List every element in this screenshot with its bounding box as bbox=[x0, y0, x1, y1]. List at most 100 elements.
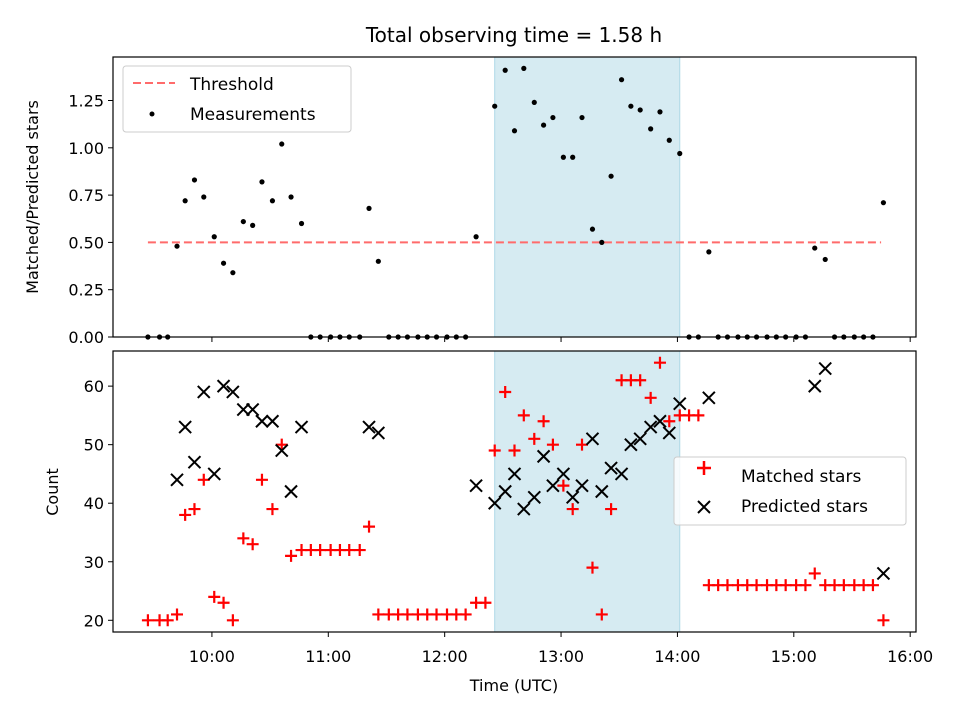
measurement-point bbox=[211, 234, 217, 240]
measurement-point bbox=[375, 258, 381, 264]
predicted-star-marker bbox=[876, 566, 891, 581]
matched-star-marker bbox=[171, 608, 184, 621]
predicted-star-marker bbox=[517, 502, 531, 516]
measurement-point bbox=[201, 194, 207, 200]
matched-star-marker bbox=[314, 544, 327, 557]
matched-star-marker bbox=[179, 508, 192, 521]
bottom-y-tick-label: 30 bbox=[84, 553, 104, 572]
matched-star-marker bbox=[644, 391, 657, 404]
predicted-star-marker bbox=[275, 443, 289, 458]
matched-star-marker bbox=[799, 579, 812, 592]
predicted-star-marker bbox=[187, 455, 202, 469]
measurement-point bbox=[174, 243, 180, 249]
matched-star-marker bbox=[255, 473, 268, 486]
legend-threshold-label: Threshold bbox=[189, 75, 274, 95]
measurement-point bbox=[812, 245, 818, 251]
predicted-star-marker bbox=[362, 420, 376, 434]
matched-star-marker bbox=[837, 579, 850, 592]
predicted-star-marker bbox=[808, 379, 822, 393]
bottom-y-axis-label: Count bbox=[43, 468, 62, 516]
predicted-star-marker bbox=[585, 432, 600, 446]
matched-star-marker bbox=[343, 544, 356, 557]
matched-star-marker bbox=[401, 608, 414, 621]
matched-star-marker bbox=[653, 356, 666, 369]
top-plot-frame bbox=[112, 56, 917, 338]
bottom-legend-box bbox=[673, 456, 907, 526]
matched-star-marker bbox=[488, 444, 501, 457]
matched-star-marker bbox=[575, 438, 588, 451]
measurement-point bbox=[550, 114, 556, 121]
predicted-star-marker bbox=[633, 432, 647, 446]
matched-star-marker bbox=[246, 538, 259, 551]
matched-star-marker bbox=[663, 415, 676, 428]
matched-star-marker bbox=[779, 579, 792, 592]
measurement-point bbox=[220, 260, 227, 266]
predicted-star-marker bbox=[294, 420, 309, 434]
matched-star-marker bbox=[141, 614, 154, 627]
matched-star-marker bbox=[208, 590, 221, 603]
measurement-point bbox=[657, 109, 663, 115]
top-y-tick-label: 0.50 bbox=[68, 233, 104, 252]
predicted-stars-layer bbox=[170, 361, 891, 581]
predicted-star-marker bbox=[624, 437, 638, 452]
predicted-star-marker bbox=[371, 426, 386, 440]
bottom-y-tick-label: 40 bbox=[84, 494, 104, 513]
predicted-star-marker bbox=[527, 490, 541, 505]
matched-star-marker bbox=[459, 608, 472, 621]
matched-star-marker bbox=[237, 532, 250, 545]
top-y-tick-label: 0.25 bbox=[68, 281, 104, 300]
measurement-point bbox=[706, 249, 712, 255]
measurement-point bbox=[637, 107, 643, 113]
top-x-ticks bbox=[211, 337, 911, 342]
bottom-x-tick-label: 13:00 bbox=[538, 647, 584, 666]
matched-star-marker bbox=[595, 608, 608, 621]
measurement-point bbox=[822, 256, 828, 263]
matched-star-marker bbox=[586, 561, 599, 574]
measurement-point bbox=[608, 173, 614, 179]
measurement-point bbox=[250, 222, 256, 228]
matched-star-marker bbox=[188, 503, 201, 516]
matched-star-marker bbox=[546, 438, 559, 451]
top-observing-window-layer bbox=[494, 56, 681, 338]
predicted-star-marker bbox=[662, 426, 676, 440]
matched-star-marker bbox=[372, 608, 385, 621]
measurement-point bbox=[521, 65, 527, 71]
matched-star-marker bbox=[528, 432, 541, 445]
predicted-star-marker bbox=[702, 391, 716, 405]
legend-measurements-marker bbox=[149, 111, 155, 117]
matched-stars-layer bbox=[141, 356, 890, 627]
measurement-point bbox=[531, 99, 537, 106]
ratio-panel: 0.00 0.25 0.50 0.75 1.00 1.25 Matched/Predict… bbox=[23, 56, 917, 347]
measurement-point bbox=[269, 198, 276, 204]
top-y-tick-label: 1.00 bbox=[68, 139, 104, 158]
bottom-x-tick-label: 16:00 bbox=[887, 647, 933, 666]
top-y-tick-label: 0.75 bbox=[68, 186, 104, 205]
measurement-point bbox=[599, 239, 605, 246]
matched-star-marker bbox=[866, 579, 879, 592]
bottom-x-tick-label: 10:00 bbox=[189, 647, 235, 666]
top-legend: Threshold Measurements bbox=[122, 65, 352, 133]
bottom-y-tick-label: 50 bbox=[84, 436, 104, 455]
measurement-point bbox=[259, 179, 265, 185]
measurement-point bbox=[298, 220, 305, 227]
bottom-x-axis: 10:00 11:00 12:00 13:00 14:00 15:00 16:00 bbox=[189, 632, 933, 666]
bottom-y-axis: 20 30 40 50 60 bbox=[84, 377, 113, 630]
matched-star-marker bbox=[161, 614, 174, 627]
bottom-x-tick-label: 12:00 bbox=[422, 647, 468, 666]
bottom-x-tick-label: 14:00 bbox=[654, 647, 700, 666]
chart-title: Total observing time = 1.58 h bbox=[365, 23, 662, 47]
bottom-y-tick-label: 60 bbox=[84, 377, 104, 396]
legend-predicted-label: Predicted stars bbox=[741, 497, 868, 517]
measurement-point bbox=[540, 122, 547, 128]
legend-matched-label: Matched stars bbox=[741, 467, 861, 487]
bottom-y-tick-label: 20 bbox=[84, 611, 104, 630]
matched-star-marker bbox=[430, 608, 443, 621]
predicted-star-marker bbox=[226, 385, 240, 399]
measurement-point bbox=[473, 234, 479, 240]
top-y-axis-label: Matched/Predicted stars bbox=[23, 100, 42, 294]
measurement-point bbox=[492, 103, 498, 109]
predicted-star-marker bbox=[673, 396, 687, 411]
measurement-point bbox=[502, 67, 508, 73]
predicted-star-marker bbox=[643, 420, 658, 434]
predicted-star-marker bbox=[604, 461, 618, 475]
